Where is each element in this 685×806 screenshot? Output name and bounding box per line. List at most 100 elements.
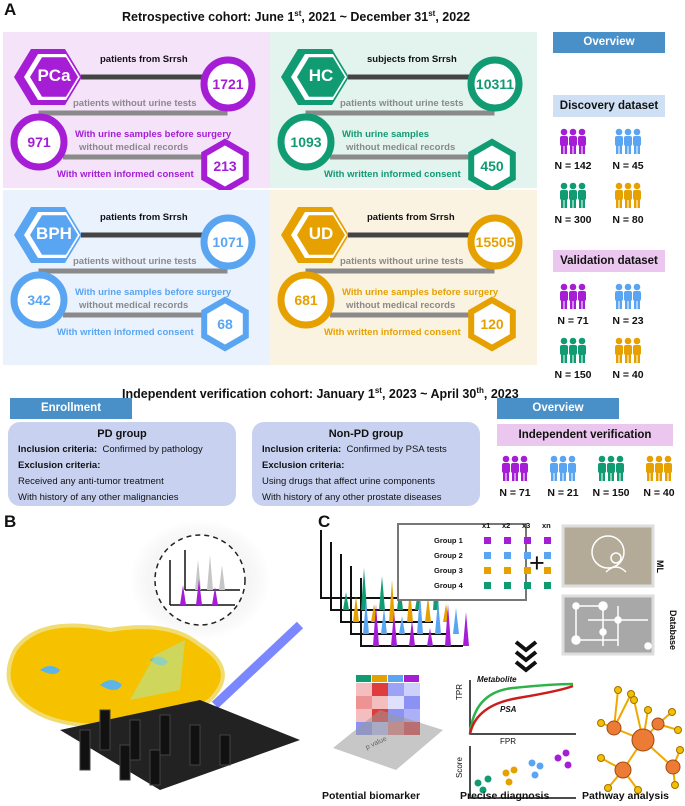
pd-inclusion: Inclusion criteria: Confirmed by patholo…	[18, 444, 226, 455]
group-row: Group 3	[434, 566, 564, 575]
people-icon	[615, 128, 641, 154]
network-hub-node	[631, 728, 655, 752]
group-label: PCa	[37, 66, 71, 85]
count-circle	[467, 214, 523, 270]
inclusion-label: Inclusion criteria:	[262, 444, 342, 455]
caption-potential-biomarker: Potential biomarker	[322, 790, 421, 802]
non-pd-group-box: Non-PD group Inclusion criteria: Confirm…	[252, 422, 480, 506]
network-leaf-node	[604, 784, 612, 792]
exclusion-text: patients without urine tests	[73, 256, 197, 267]
network-leaf-node	[630, 696, 638, 704]
network-leaf-node	[671, 781, 679, 789]
count-hexagon	[468, 296, 516, 352]
group-count: N = 71	[490, 455, 540, 499]
heatmap-group-bar	[388, 675, 403, 682]
feature-square	[504, 582, 511, 589]
spectrum-peak	[435, 600, 441, 634]
exclusion-item: With history of any other prostate disea…	[262, 492, 442, 503]
group-label: Group 3	[434, 566, 463, 575]
group-count: N = 150	[586, 455, 636, 499]
group-row: Group 4	[434, 581, 564, 590]
source-text: subjects from Srrsh	[367, 54, 457, 65]
network-leaf-node	[634, 786, 642, 794]
heatmap-cell	[388, 683, 404, 696]
count-total: 1071	[212, 234, 244, 250]
score-point	[505, 778, 513, 786]
step-text: With urine samples	[342, 129, 430, 140]
group-count: N = 71	[548, 283, 598, 327]
n-label: N = 150	[592, 487, 630, 499]
panel-label-c: C	[318, 512, 331, 531]
title-text: , 2022	[435, 10, 471, 25]
heatmap-cell	[356, 683, 372, 696]
spectrum-peak	[389, 580, 395, 622]
non-pd-group-title: Non-PD group	[328, 428, 404, 440]
spectrum-peak	[391, 612, 397, 646]
count-consent: 68	[217, 316, 233, 332]
people-icon	[560, 128, 586, 154]
spectrum-peak	[381, 608, 387, 634]
n-label: N = 142	[554, 160, 592, 172]
spectrum-peak	[343, 592, 349, 610]
group-count: N = 142	[548, 128, 598, 172]
heatmap-group-bar	[404, 675, 419, 682]
feature-square	[544, 537, 551, 544]
network-leaf-node	[674, 726, 682, 734]
non-pd-inclusion: Inclusion criteria: Confirmed by PSA tes…	[262, 444, 470, 455]
group-label: HC	[308, 66, 334, 85]
spectrum-peak	[445, 604, 451, 646]
score-point	[510, 766, 518, 774]
people-icon	[615, 182, 641, 208]
feature-square	[524, 567, 531, 574]
exclusion-item: Received any anti-tumor treatment	[18, 476, 164, 487]
brain-gear-person-icon	[591, 535, 627, 573]
exclusion-item: Using drugs that affect urine components	[262, 476, 436, 487]
count-circle	[277, 113, 335, 171]
group-count: N = 40	[603, 337, 653, 381]
network-leaf-node	[644, 706, 652, 714]
count-circle	[467, 56, 523, 112]
group-count: N = 300	[548, 182, 598, 226]
people-icon	[615, 337, 641, 363]
network-leaf-node	[597, 754, 605, 762]
network-leaf-node	[614, 686, 622, 694]
spectrum-peak	[427, 628, 433, 646]
exclusion-text: without medical records	[79, 142, 189, 153]
heatmap-group-bar	[356, 675, 371, 682]
column-header: xn	[542, 521, 551, 530]
step-text: With written informed consent	[57, 327, 194, 338]
score-point	[484, 775, 492, 783]
source-text: patients from Srrsh	[100, 54, 188, 65]
step-text: With written informed consent	[324, 327, 461, 338]
metabolite-roc-curve	[468, 682, 574, 735]
feature-square	[524, 537, 531, 544]
score-point	[502, 769, 510, 777]
score-point	[536, 762, 544, 770]
table-contents: x1 x2 x3 xn Group 1 Group 2 Group 3 Group 4	[434, 521, 564, 590]
count-urine: 342	[27, 292, 51, 308]
spectrum-peak	[409, 620, 415, 646]
spectrum-peak	[363, 600, 369, 634]
source-text: patients from Srrsh	[367, 212, 455, 223]
score-axes	[469, 746, 576, 799]
score-label: Score	[455, 757, 464, 778]
column-header: x1	[482, 521, 491, 530]
laser-desorption-illustration	[6, 520, 304, 790]
exclusion-label: Exclusion criteria:	[18, 460, 101, 471]
step-text: With written informed consent	[57, 169, 194, 180]
network-node	[665, 759, 681, 775]
psa-roc-curve	[468, 684, 574, 735]
n-label: N = 71	[499, 487, 531, 499]
spectrum-peak	[399, 616, 405, 634]
column-header: x2	[502, 521, 511, 530]
ml-label: ML	[655, 560, 665, 573]
title-text: , 2023 ~ April 30	[381, 387, 477, 402]
count-urine: 1093	[290, 134, 322, 150]
feature-square	[504, 552, 511, 559]
inclusion-label: Inclusion criteria:	[18, 444, 98, 455]
n-label: N = 300	[554, 214, 592, 226]
n-label: N = 71	[557, 315, 589, 327]
score-point	[479, 786, 487, 794]
people-icon	[598, 455, 624, 481]
panel-label-a: A	[4, 0, 17, 19]
